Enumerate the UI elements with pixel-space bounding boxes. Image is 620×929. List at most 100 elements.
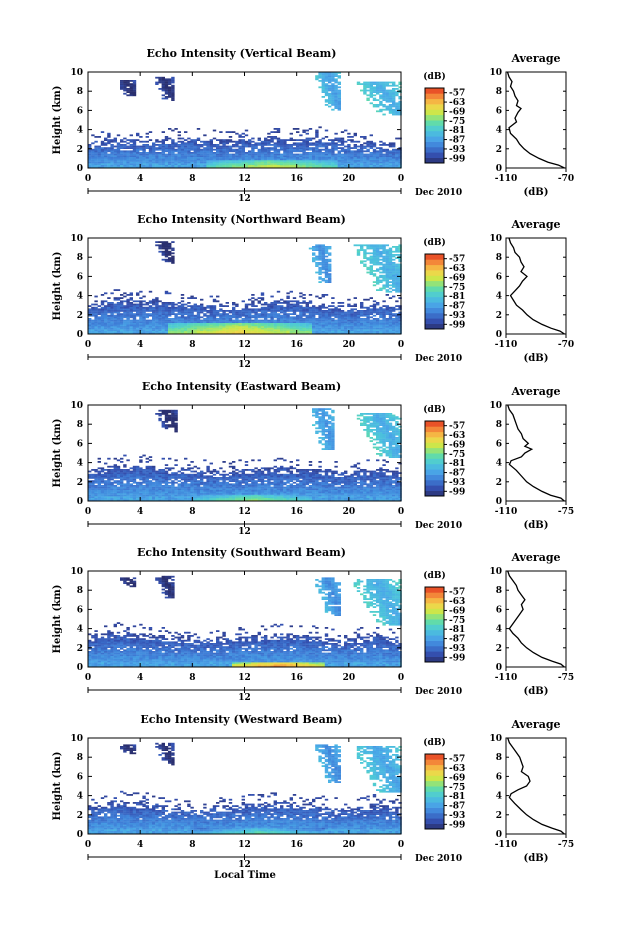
- heatmap-cell: [225, 131, 229, 133]
- profile-y-tick-label: 4: [496, 126, 502, 136]
- heatmap-cell: [196, 145, 201, 148]
- heatmap-cell: [161, 139, 165, 141]
- heatmap-cell: [164, 409, 169, 412]
- heatmap-cell: [398, 274, 402, 277]
- heatmap-cell: [142, 481, 146, 484]
- heatmap-cell: [107, 330, 111, 333]
- colorbar-segment: [425, 302, 444, 308]
- heatmap-cell: [171, 142, 175, 145]
- heatmap-cell: [120, 81, 124, 84]
- average-title: Average: [510, 52, 560, 65]
- heatmap-cell: [120, 139, 124, 141]
- heatmap-cell: [187, 310, 191, 312]
- x-tick-label: 16: [290, 340, 303, 350]
- heatmap-cell: [344, 318, 348, 320]
- heatmap-cell: [388, 252, 393, 255]
- heatmap-cell: [369, 96, 373, 98]
- heatmap-cell: [168, 92, 172, 95]
- heatmap-cell: [206, 158, 210, 161]
- heatmap-cell: [228, 163, 233, 165]
- heatmap-cell: [107, 494, 111, 497]
- heatmap-cell: [350, 139, 354, 141]
- heatmap-cell: [244, 310, 249, 312]
- heatmap-cell: [88, 488, 92, 490]
- heatmap-cell: [206, 329, 210, 331]
- heatmap-cell: [289, 166, 293, 169]
- heatmap-cell: [312, 310, 316, 312]
- heatmap-cell: [232, 327, 236, 330]
- heatmap-cell: [241, 300, 245, 303]
- heatmap-cell: [382, 94, 386, 97]
- heatmap-cell: [273, 156, 277, 159]
- heatmap-cell: [120, 144, 124, 146]
- heatmap-cell: [318, 276, 322, 279]
- heatmap-cell: [264, 311, 268, 314]
- heatmap-cell: [369, 246, 373, 248]
- heatmap-cell: [232, 131, 236, 133]
- heatmap-cell: [235, 142, 239, 145]
- heatmap-cell: [321, 266, 325, 269]
- heatmap-cell: [216, 326, 220, 328]
- heatmap-cell: [289, 148, 293, 151]
- heatmap-cell: [366, 99, 370, 101]
- heatmap-cell: [148, 313, 153, 315]
- heatmap-cell: [305, 330, 309, 333]
- heatmap-cell: [88, 164, 92, 167]
- colorbar: [425, 88, 444, 164]
- heatmap-cell: [206, 160, 210, 162]
- heatmap-cell: [116, 486, 121, 489]
- heatmap-cell: [158, 145, 162, 148]
- heatmap-cell: [318, 160, 322, 162]
- heatmap-cell: [299, 319, 303, 322]
- heatmap-cell: [369, 142, 373, 145]
- heatmap-cell: [129, 84, 133, 87]
- heatmap-cell: [388, 260, 393, 263]
- heatmap-cell: [107, 319, 111, 322]
- heatmap-cell: [289, 300, 293, 303]
- heatmap-cell: [334, 322, 338, 325]
- heatmap-cell: [164, 83, 169, 85]
- heatmap-cell: [382, 144, 386, 146]
- heatmap-cell: [392, 270, 396, 272]
- heatmap-cell: [164, 244, 169, 247]
- heatmap-cell: [276, 131, 281, 133]
- heatmap-cell: [324, 164, 329, 167]
- heatmap-cell: [145, 457, 149, 460]
- heatmap-cell: [158, 88, 162, 90]
- colorbar-segment: [425, 136, 444, 142]
- heatmap-cell: [372, 145, 377, 148]
- heatmap-cell: [382, 329, 386, 331]
- heatmap-cell: [328, 86, 332, 89]
- heatmap-cell: [382, 266, 386, 269]
- heatmap-cell: [164, 144, 169, 146]
- heatmap-cell: [136, 313, 140, 315]
- panel-title: Echo Intensity (Northward Beam): [137, 213, 346, 226]
- heatmap-cell: [366, 314, 370, 317]
- heatmap-cell: [324, 252, 329, 255]
- heatmap-cell: [251, 314, 255, 317]
- heatmap-cell: [318, 161, 322, 164]
- heatmap-cell: [91, 483, 95, 486]
- heatmap-cell: [145, 136, 149, 138]
- heatmap-cell: [388, 327, 393, 330]
- heatmap-cell: [372, 263, 377, 266]
- heatmap-cell: [97, 155, 101, 157]
- heatmap-cell: [369, 144, 373, 146]
- heatmap-cell: [398, 270, 402, 272]
- heatmap-cell: [388, 316, 393, 319]
- heatmap-cell: [216, 324, 220, 327]
- heatmap-cell: [200, 305, 204, 307]
- heatmap-cell: [353, 313, 357, 315]
- heatmap-cell: [113, 308, 117, 311]
- heatmap-cell: [107, 485, 111, 487]
- heatmap-cell: [251, 158, 255, 161]
- heatmap-cell: [100, 314, 105, 317]
- heatmap-cell: [248, 303, 252, 306]
- heatmap-cell: [238, 310, 242, 312]
- heatmap-cell: [264, 322, 268, 325]
- heatmap-cell: [88, 477, 92, 479]
- heatmap-cell: [164, 246, 169, 248]
- heatmap-cell: [363, 147, 367, 149]
- heatmap-cell: [97, 472, 101, 474]
- heatmap-cell: [139, 321, 143, 323]
